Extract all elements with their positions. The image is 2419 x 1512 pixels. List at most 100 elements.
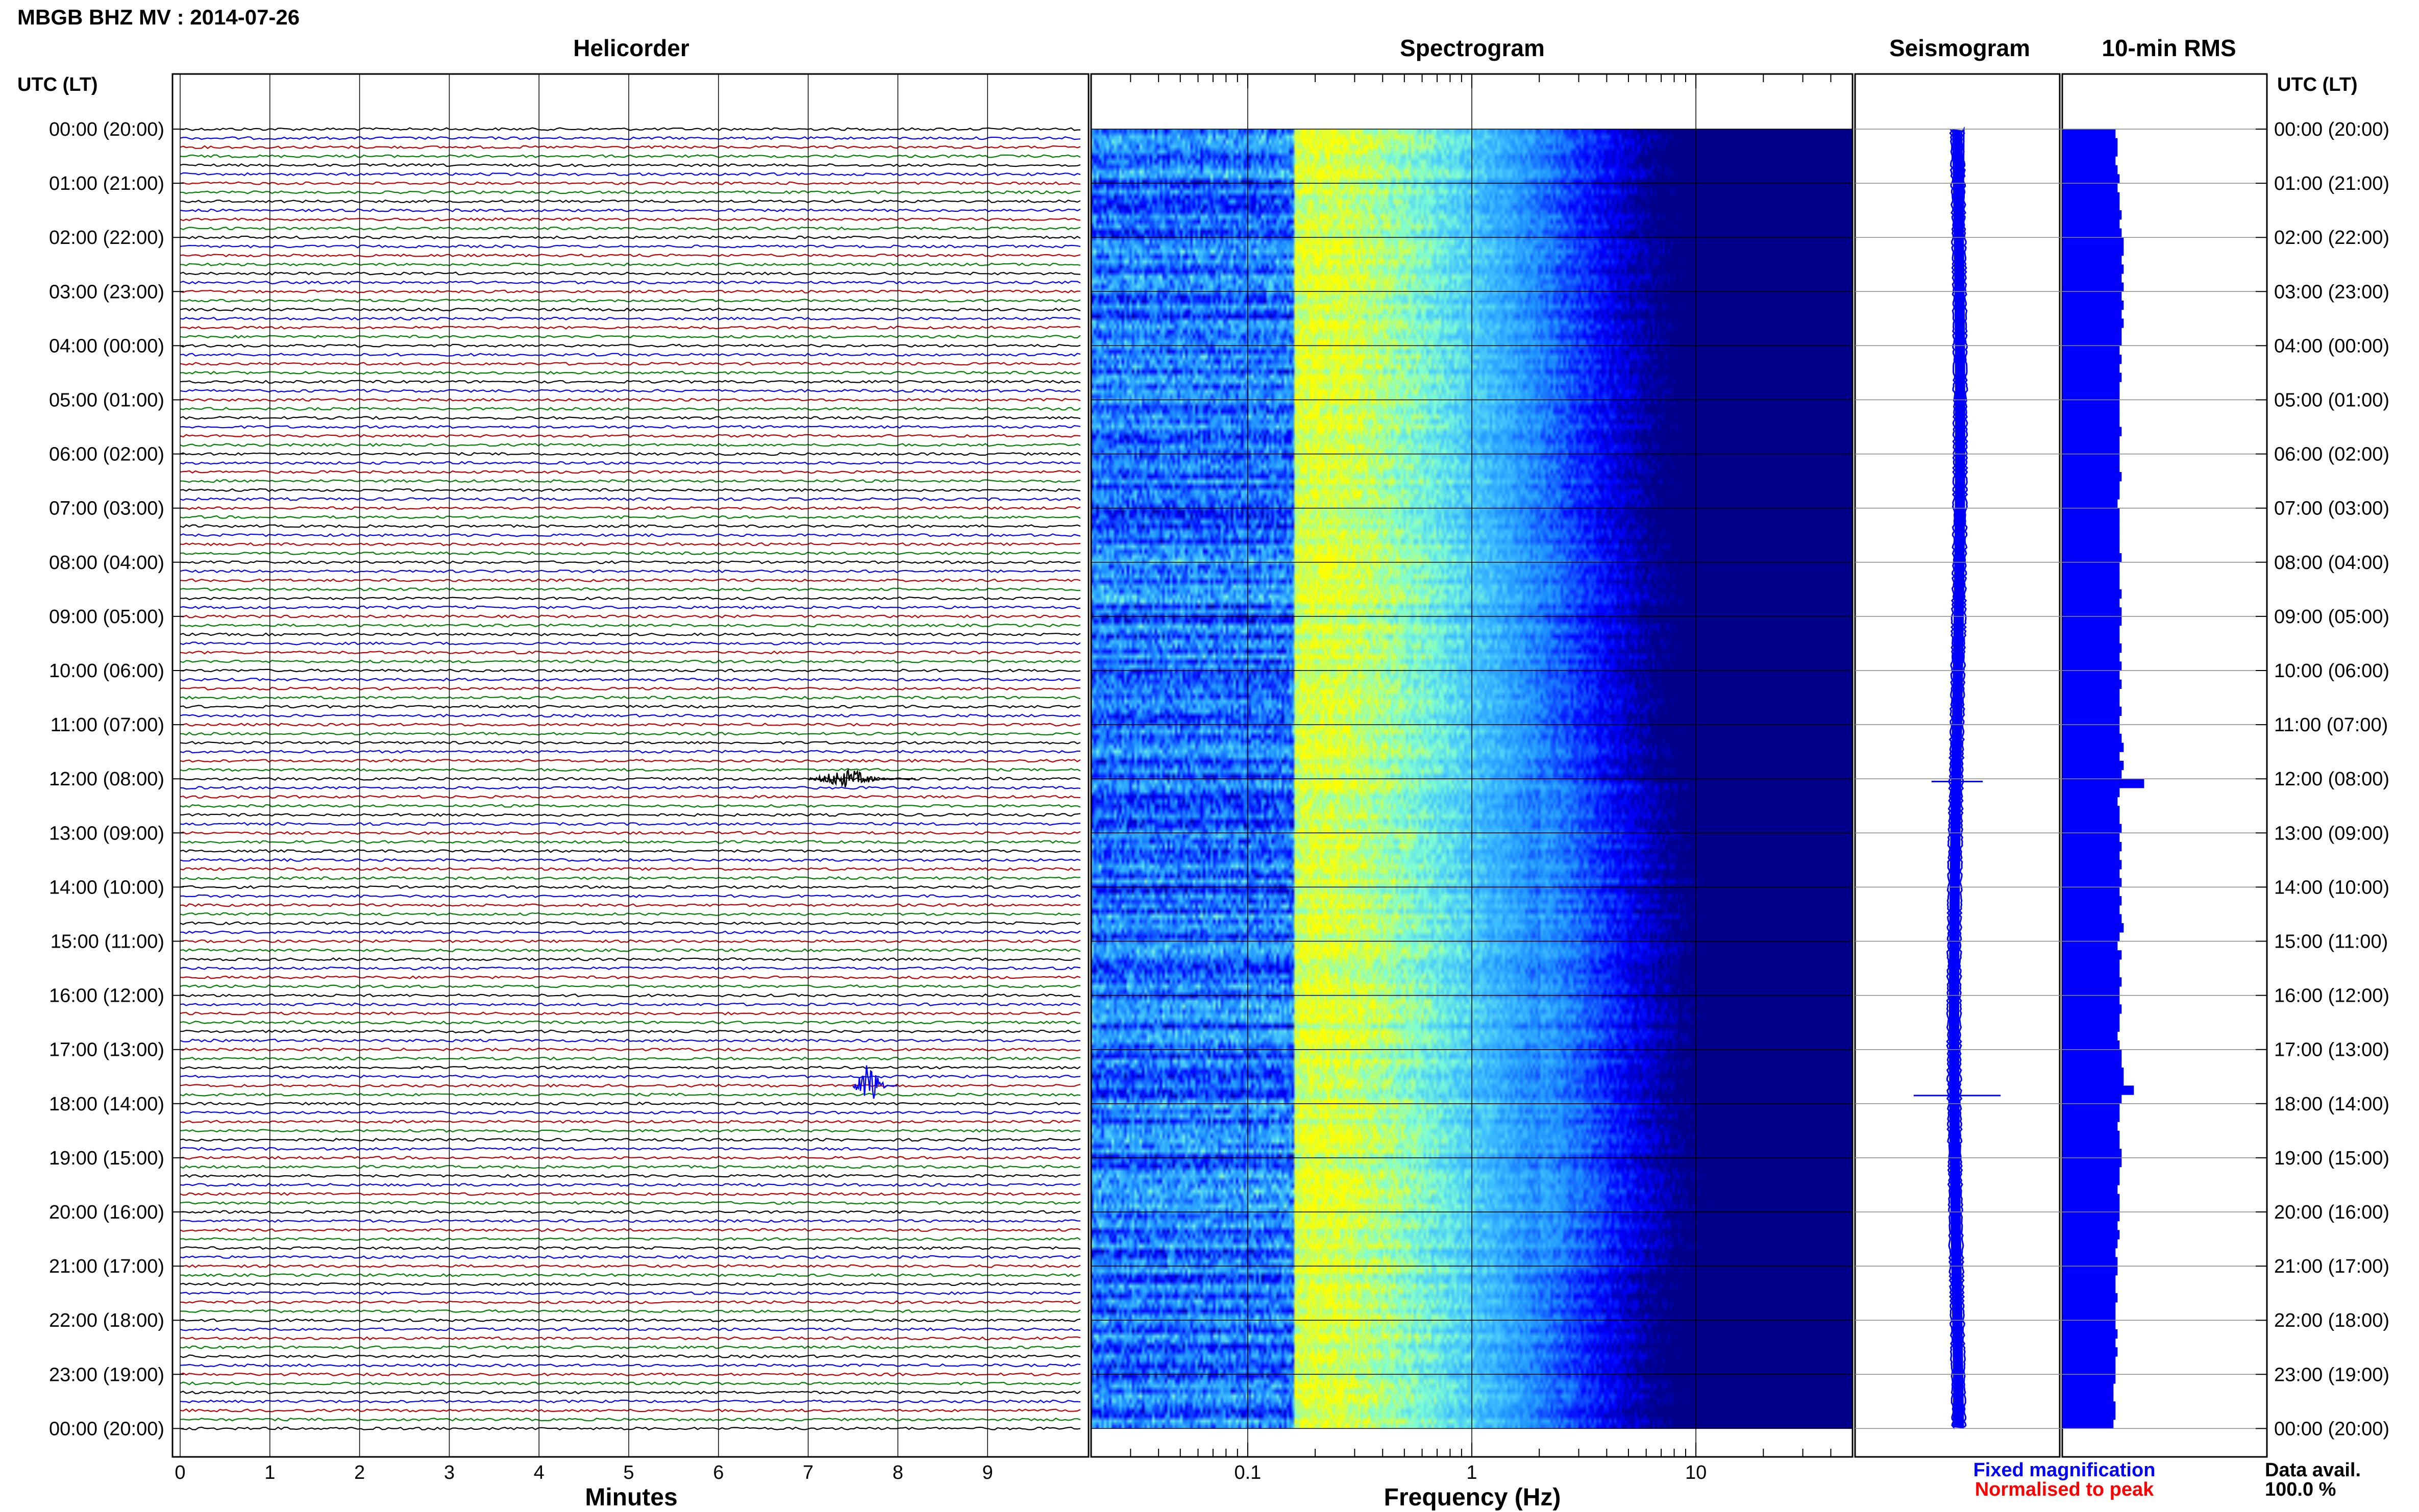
rms-bar — [2062, 1049, 2122, 1059]
helicorder-trace — [180, 840, 1081, 844]
x-axis-label-frequency: Frequency (Hz) — [1384, 1484, 1561, 1511]
helicorder-trace — [180, 1426, 1081, 1431]
rms-bar — [2062, 1176, 2120, 1185]
minute-tick-label: 9 — [982, 1462, 993, 1483]
time-tick-label-left: 12:00 (08:00) — [49, 769, 164, 790]
rms-bar — [2062, 336, 2122, 346]
helicorder-trace — [180, 1002, 1081, 1006]
helicorder-trace — [180, 858, 1081, 862]
time-tick-label-right: 04:00 (00:00) — [2274, 335, 2389, 357]
helicorder-trace — [180, 632, 1081, 636]
data-avail-label: Data avail. — [2265, 1459, 2361, 1481]
time-tick-label-left: 14:00 (10:00) — [49, 877, 164, 898]
helicorder-trace — [180, 1164, 1081, 1169]
rms-bar — [2062, 607, 2122, 617]
helicorder-trace — [180, 1390, 1081, 1395]
rms-bar — [2062, 760, 2124, 771]
helicorder-trace — [180, 316, 1081, 321]
helicorder-trace — [180, 704, 1081, 709]
rms-bar — [2062, 345, 2120, 355]
frequency-tick-label: 0.1 — [1234, 1462, 1261, 1483]
helicorder-trace — [180, 1372, 1081, 1376]
helicorder-trace — [180, 668, 1081, 673]
time-tick-label-left: 08:00 (04:00) — [49, 552, 164, 574]
rms-bar — [2062, 562, 2120, 572]
helicorder-trace — [180, 921, 1081, 925]
helicorder-trace — [180, 650, 1081, 655]
helicorder-trace — [180, 966, 1081, 971]
time-axis-label-left: UTC (LT) — [17, 74, 98, 95]
rms-bar — [2062, 436, 2120, 445]
time-tick-label-left: 23:00 (19:00) — [49, 1364, 164, 1385]
time-tick-label-right: 00:00 (20:00) — [2274, 1418, 2389, 1440]
rms-bar — [2062, 923, 2124, 933]
helicorder-trace — [180, 1273, 1081, 1277]
helicorder-trace — [180, 560, 1081, 564]
helicorder-trace — [180, 885, 1081, 889]
helicorder-trace — [180, 975, 1081, 979]
rms-bar — [2062, 752, 2120, 761]
rms-bar — [2062, 499, 2118, 509]
helicorder-trace — [180, 172, 1081, 177]
rms-bar — [2062, 417, 2120, 428]
helicorder-trace — [180, 677, 1081, 682]
helicorder-trace — [180, 578, 1081, 582]
rms-bar — [2062, 382, 2120, 391]
rms-title: 10-min RMS — [2102, 35, 2236, 61]
rms-bar — [2062, 1284, 2116, 1294]
helicorder-trace — [180, 786, 1081, 790]
helicorder-trace — [180, 199, 1081, 204]
rms-bar — [2062, 968, 2120, 978]
helicorder-trace — [180, 1327, 1081, 1331]
time-tick-label-right: 03:00 (23:00) — [2274, 281, 2389, 303]
rms-bar — [2062, 427, 2122, 436]
rms-bar — [2062, 995, 2120, 1005]
rms-bar — [2062, 1157, 2122, 1168]
helicorder-trace — [180, 740, 1081, 745]
time-tick-label-left: 20:00 (16:00) — [49, 1202, 164, 1223]
rms-bar — [2062, 787, 2120, 798]
seismogram-panel — [1854, 73, 2061, 1458]
helicorder-trace — [180, 425, 1081, 429]
rms-bar — [2062, 725, 2120, 734]
rms-bar — [2062, 580, 2120, 590]
helicorder-trace — [180, 1399, 1081, 1404]
helicorder-trace — [180, 831, 1081, 835]
time-tick-label-left: 10:00 (06:00) — [49, 660, 164, 682]
rms-bar — [2062, 698, 2120, 707]
time-tick-label-left: 18:00 (14:00) — [49, 1094, 164, 1115]
frequency-tick-label: 1 — [1466, 1462, 1477, 1483]
rms-bar — [2062, 652, 2120, 662]
rms-bar — [2062, 1347, 2118, 1357]
rms-bar — [2062, 328, 2122, 337]
helicorder-trace — [180, 641, 1081, 646]
rms-bar — [2062, 273, 2122, 283]
helicorder-trace — [180, 524, 1081, 528]
time-axis-label-right: UTC (LT) — [2277, 74, 2358, 95]
rms-bar — [2062, 526, 2120, 536]
helicorder-trace — [180, 939, 1081, 944]
helicorder-trace — [180, 1219, 1081, 1223]
rms-bar — [2062, 824, 2122, 833]
rms-bar — [2062, 201, 2120, 211]
time-tick-label-left: 00:00 (20:00) — [49, 119, 164, 140]
helicorder-trace — [180, 1345, 1081, 1349]
rms-bar — [2062, 1239, 2118, 1249]
rms-bar — [2062, 571, 2120, 581]
helicorder-trace — [180, 488, 1081, 492]
time-tick-label-right: 23:00 (19:00) — [2274, 1364, 2389, 1385]
rms-bar — [2062, 1004, 2122, 1014]
helicorder-frame — [171, 73, 1090, 1458]
rms-bar — [2062, 1040, 2120, 1050]
helicorder-title: Helicorder — [573, 35, 689, 61]
time-tick-label-right: 02:00 (22:00) — [2274, 227, 2389, 249]
minute-tick-label: 0 — [175, 1462, 185, 1483]
rms-bar — [2062, 887, 2120, 897]
rms-bar — [2062, 806, 2120, 815]
time-tick-label-right: 07:00 (03:00) — [2274, 498, 2389, 519]
helicorder-trace — [180, 605, 1081, 609]
rms-bar — [2062, 625, 2120, 635]
helicorder-trace — [180, 280, 1081, 285]
time-tick-label-left: 15:00 (11:00) — [51, 931, 164, 953]
helicorder-trace — [180, 1065, 1081, 1070]
